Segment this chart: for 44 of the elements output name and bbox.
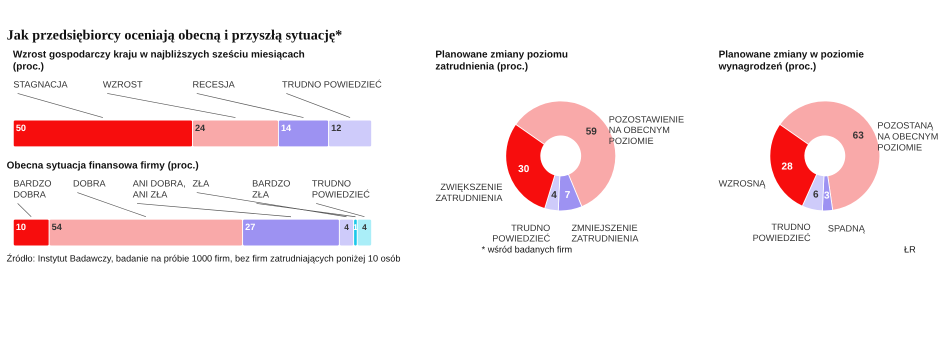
data-label: 6	[813, 189, 819, 200]
data-label: 12	[331, 122, 342, 133]
data-label: 14	[280, 122, 292, 133]
data-label: 63	[852, 130, 864, 142]
text: BARDZO ZŁA	[252, 178, 290, 200]
data-label: 4	[551, 190, 558, 201]
slice-label: WZROSNĄ	[718, 178, 766, 188]
data-label: 27	[245, 222, 256, 232]
slice-label: POZOSTAWIENIE NA OBECNYM POZIOMIE	[608, 114, 684, 146]
slice-label: SPADNĄ	[828, 224, 866, 234]
data-label: 54	[52, 222, 63, 232]
chart-title: Jak przedsiębiorcy oceniają obecną i przyszłą sytuację*	[6, 27, 342, 44]
chart-title: Planowane zmiany w poziomie wynagrodzeń (proc.)	[718, 50, 864, 72]
data-label: 7	[564, 190, 571, 201]
slice-label: ZWIĘKSZENIE ZATRUDNIENIA	[435, 182, 504, 203]
bar	[356, 218, 372, 246]
slice-label: TRUDNO POWIEDZIEĆ	[752, 222, 811, 243]
data-label: 4	[344, 222, 350, 232]
text: BARDZO DOBRA	[13, 178, 52, 200]
text: DOBRA	[73, 178, 106, 189]
text: ŁR	[904, 244, 916, 255]
text: TRUDNO POWIEDZIEĆ	[282, 80, 382, 90]
data-label: 30	[518, 164, 530, 175]
data-label: 59	[586, 126, 598, 138]
data-label: 50	[16, 122, 26, 133]
text: WZROST	[102, 80, 143, 90]
data-label: 10	[16, 222, 26, 232]
data-label: 3	[824, 190, 830, 202]
data-label: 24	[194, 122, 206, 133]
text: STAGNACJA	[13, 80, 68, 90]
data-label: 28	[782, 162, 794, 173]
text: Źródło: Instytut Badawczy, badanie na próbie 1000 firm, bez firm zatrudniających poniżej 10 osób	[6, 254, 400, 264]
text: ANI DOBRA, ANI ZŁA	[132, 178, 186, 200]
slice-label: TRUDNO POWIEDZIEĆ	[492, 222, 551, 244]
slice-label: POZOSTANĄ NA OBECNYM POZIOMIE	[877, 120, 938, 152]
data-label: 4	[362, 222, 368, 232]
text: ZŁA	[192, 178, 210, 189]
chart-subtitle: Wzrost gospodarczy kraju w najbliższych sześciu miesiącach (proc.)	[12, 50, 305, 72]
chart-title: Obecna sytuacja finansowa firmy (proc.)	[6, 160, 199, 172]
chart-title: Planowane zmiany poziomu zatrudnienia (proc.)	[435, 50, 568, 72]
text: TRUDNO POWIEDZIEĆ	[312, 178, 370, 200]
slice-label: ZMNIEJSZENIE ZATRUDNIENIA	[571, 222, 640, 244]
text: RECESJA	[192, 80, 236, 90]
text: * wśród badanych firm	[482, 244, 573, 255]
